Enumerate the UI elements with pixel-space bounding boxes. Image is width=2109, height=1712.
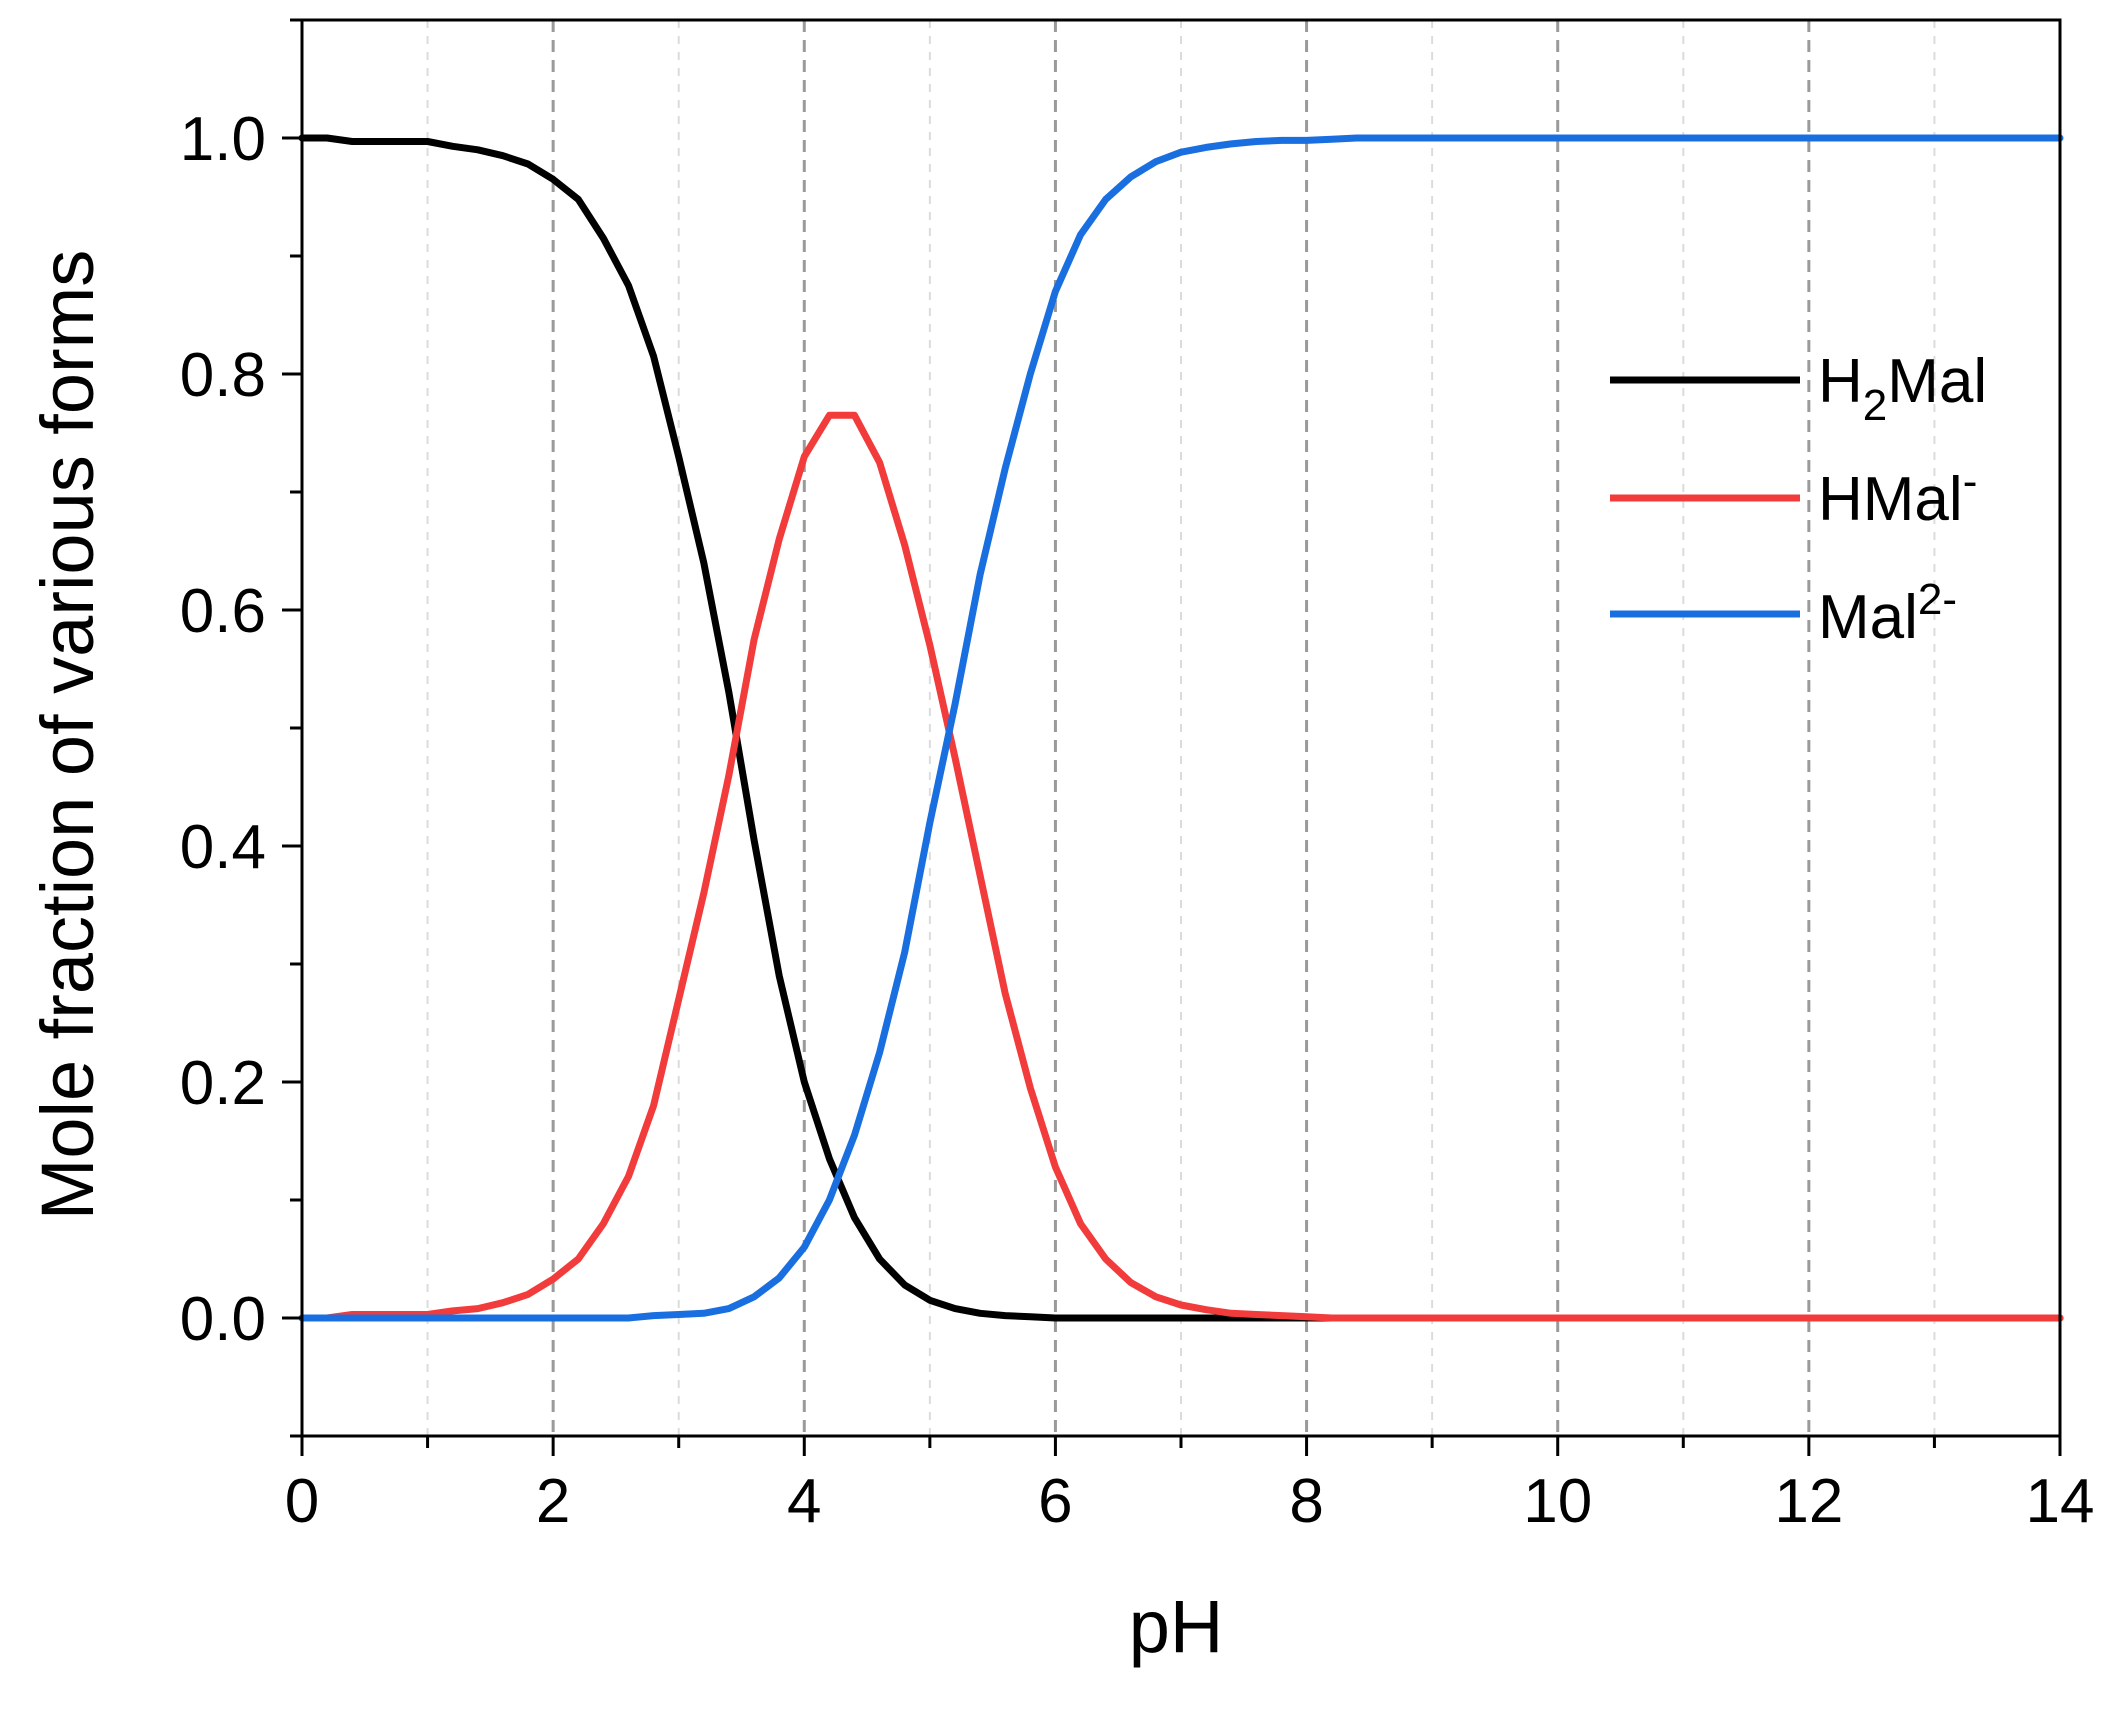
y-tick-label: 0.4 [180,813,266,882]
x-tick-label: 14 [2026,1467,2095,1536]
series-line-hmal [298,411,2064,1322]
y-tick-label: 0.0 [180,1285,266,1354]
legend-label-hmal: HMal- [1818,457,1977,534]
y-tick-label: 0.2 [180,1049,266,1118]
x-tick-label: 0 [285,1467,319,1536]
y-axis-title: Mole fraction of various forms [26,250,109,1221]
x-tick-label: 2 [536,1467,570,1536]
x-tick-label: 6 [1038,1467,1072,1536]
tick-layer: 0 2 4 6 8 10 12 14 0.0 0.2 0.4 0.6 0.8 1.0 [180,18,2095,1536]
x-tick-label: 10 [1523,1467,1592,1536]
legend-label-h2mal: H2Mal [1818,347,1987,430]
series-layer [298,134,2064,1322]
x-tick-label: 12 [1774,1467,1843,1536]
y-tick-label: 0.8 [180,341,266,410]
series-line-mal2 [298,134,2064,1322]
x-axis-title: pH [1129,1585,1224,1668]
legend-label-mal: Mal2- [1818,575,1957,652]
legend: H2Mal HMal- Mal2- [1610,347,1987,652]
x-tick-label: 4 [787,1467,821,1536]
x-tick-label: 8 [1289,1467,1323,1536]
y-tick-label: 1.0 [180,105,266,174]
y-tick-label: 0.6 [180,577,266,646]
grid-layer [426,20,1936,1436]
